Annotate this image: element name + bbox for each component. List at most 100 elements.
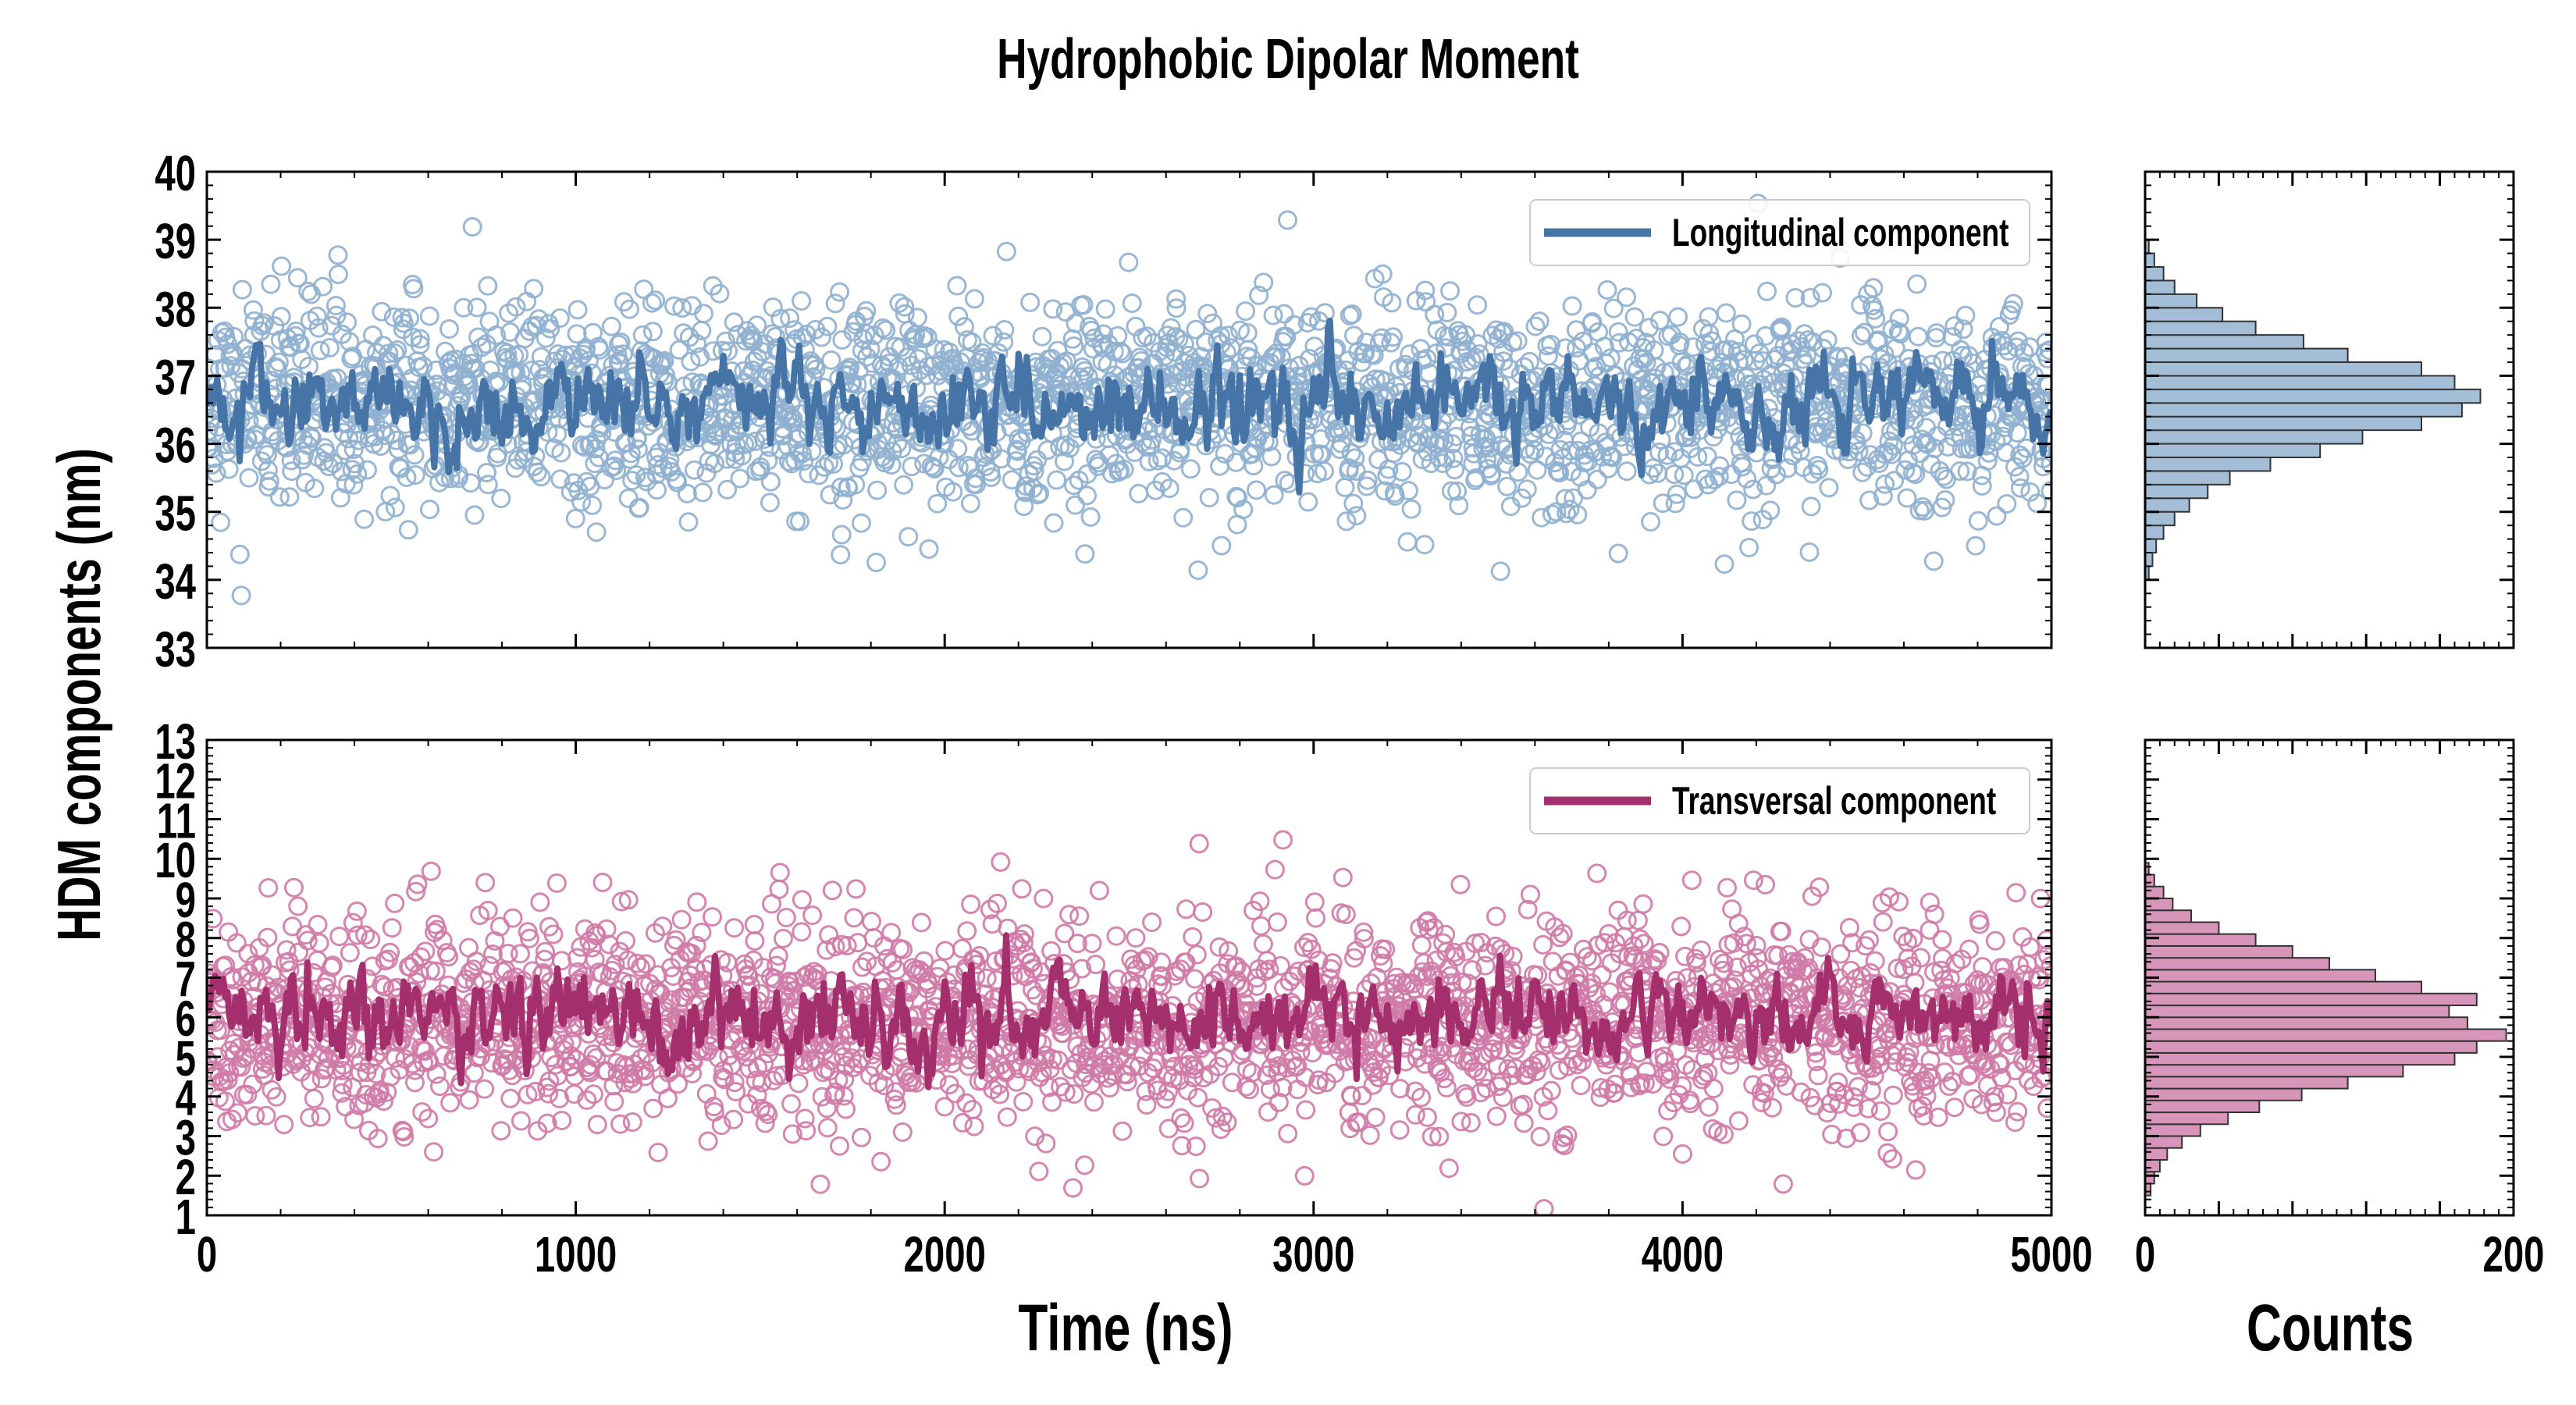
transversal-scatter-point (289, 942, 308, 962)
longitudinal-hist-hist-bar (2144, 470, 2231, 486)
longitudinal-scatter-point (1955, 305, 1976, 325)
longitudinal-scatter-point (568, 300, 588, 320)
longitudinal-scatter-point (1119, 252, 1139, 272)
longitudinal-scatter-point (1336, 360, 1356, 380)
longitudinal-scatter-point (272, 256, 292, 276)
longitudinal-scatter-point (1020, 292, 1041, 312)
longitudinal-scatter-point (1664, 464, 1685, 485)
longitudinal-scatter-point (1674, 465, 1694, 486)
longitudinal-scatter-point (400, 435, 420, 455)
longitudinal-scatter-point (731, 446, 752, 466)
longitudinal-scatter-point (1743, 479, 1763, 500)
transversal-scatter-point (394, 1127, 415, 1147)
longitudinal-scatter-point (386, 430, 407, 450)
transversal-scatter-point (603, 1076, 624, 1096)
longitudinal-scatter-point (1598, 458, 1618, 478)
longitudinal-scatter-point (2016, 438, 2037, 458)
longitudinal-ytick-label: 36 (155, 418, 196, 474)
longitudinal-scatter-point (690, 347, 710, 367)
transversal-scatter-point (645, 923, 665, 943)
longitudinal-scatter-point (1037, 440, 1058, 461)
longitudinal-scatter-point (747, 315, 767, 336)
transversal-scatter-point (830, 1136, 849, 1156)
longitudinal-scatter-point (1372, 328, 1392, 348)
longitudinal-scatter-point (1527, 460, 1547, 480)
longitudinal-scatter-point (626, 465, 646, 485)
transversal-scatter-point (490, 916, 510, 937)
longitudinal-scatter-point (1211, 325, 1230, 346)
longitudinal-scatter-point (1218, 325, 1238, 346)
longitudinal-scatter-point (1603, 298, 1624, 318)
transversal-scatter-point (380, 942, 400, 962)
transversal-scatter-point (300, 1108, 320, 1128)
transversal-scatter-point (610, 1114, 631, 1134)
longitudinal-scatter-point (314, 451, 334, 471)
longitudinal-scatter-point (642, 322, 663, 342)
transversal-scatter-point (491, 1121, 511, 1141)
longitudinal-ytick-label: 40 (155, 145, 196, 201)
longitudinal-scatter-point (760, 493, 780, 513)
longitudinal-scatter-point (1075, 544, 1095, 564)
longitudinal-scatter-point (282, 461, 302, 482)
longitudinal-hist-hist-bar (2144, 483, 2209, 500)
longitudinal-scatter-point (551, 443, 571, 463)
transversal-scatter-point (266, 1087, 286, 1107)
longitudinal-scatter-point (1760, 500, 1781, 521)
longitudinal-scatter-point (404, 279, 424, 299)
longitudinal-scatter-point (271, 307, 291, 327)
longitudinal-scatter-point (948, 457, 969, 478)
transversal-scatter-point (648, 1143, 668, 1162)
longitudinal-scatter-point (1445, 460, 1465, 480)
longitudinal-scatter-point (1852, 423, 1873, 443)
transversal-scatter-point (238, 944, 258, 964)
longitudinal-scatter-point (1375, 372, 1396, 392)
longitudinal-scatter-point (1166, 298, 1187, 318)
longitudinal-hist-hist-bar (2144, 388, 2482, 404)
longitudinal-scatter-point (1667, 484, 1687, 504)
longitudinal-scatter-point (1188, 560, 1208, 580)
longitudinal-scatter-point (2010, 445, 2030, 465)
transversal-scatter-point (405, 1072, 425, 1093)
longitudinal-scatter-point (383, 307, 404, 327)
longitudinal-hist-panel (2144, 170, 2515, 649)
longitudinal-scatter-point (1966, 535, 1986, 556)
longitudinal-scatter-point (2010, 478, 2030, 498)
longitudinal-scatter-point (304, 478, 325, 499)
longitudinal-frame (205, 170, 2053, 649)
longitudinal-scatter-point (397, 468, 417, 487)
longitudinal-scatter-point (1785, 288, 1806, 308)
longitudinal-scatter-point (385, 497, 405, 518)
longitudinal-scatter-point (1069, 367, 1090, 387)
longitudinal-scatter-point (1197, 304, 1218, 324)
longitudinal-scatter-point (831, 477, 851, 497)
longitudinal-scatter-point (1409, 425, 1429, 446)
longitudinal-scatter-point (1848, 441, 1869, 461)
longitudinal-scatter-point (229, 544, 250, 564)
transversal-scatter-point (424, 1142, 444, 1162)
longitudinal-scatter-point (1878, 442, 1898, 462)
longitudinal-scatter-point (524, 279, 544, 299)
longitudinal-scatter-point (703, 341, 723, 361)
transversal-scatter-point (406, 881, 426, 902)
longitudinal-scatter-point (1795, 354, 1816, 374)
longitudinal-scatter-point (1059, 438, 1080, 458)
longitudinal-scatter-point (1298, 492, 1318, 512)
longitudinal-hist-hist-bar (2144, 415, 2422, 432)
longitudinal-scatter-point (927, 493, 948, 514)
transversal-scatter-point (430, 1076, 450, 1097)
transversal-scatter-point (224, 1033, 244, 1054)
longitudinal-scatter-point (660, 450, 680, 469)
longitudinal-scatter-point (1122, 293, 1142, 313)
longitudinal-scatter-point (491, 489, 511, 508)
transversal-scatter-point (426, 1064, 447, 1084)
transversal-scatter-point (822, 880, 842, 901)
longitudinal-scatter-point (243, 300, 263, 320)
longitudinal-scatter-point (994, 320, 1015, 340)
transversal-scatter-point (802, 905, 823, 926)
transversal-scatter-point (1703, 1079, 1724, 1099)
longitudinal-hist-hist-bar (2144, 402, 2463, 418)
longitudinal-ytick-label: 38 (155, 281, 196, 337)
transversal-scatter-point (412, 1102, 432, 1122)
longitudinal-scatter-point (1238, 340, 1258, 360)
